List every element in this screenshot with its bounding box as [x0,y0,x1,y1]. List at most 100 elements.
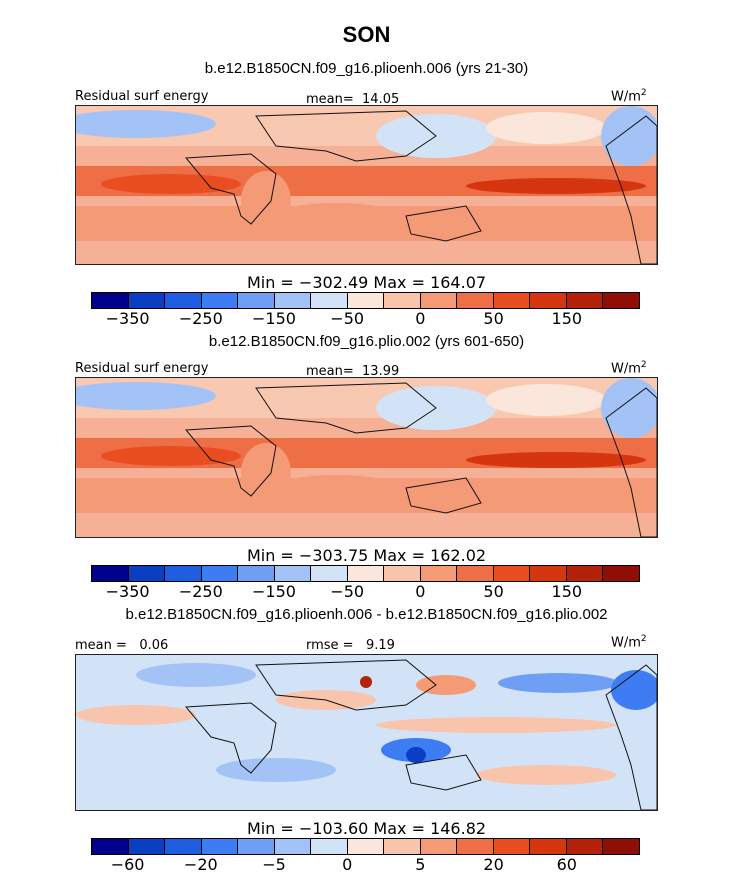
colorbar-swatch [92,839,129,854]
panel-1-colorbar [91,292,640,309]
colorbar-swatch [603,566,639,581]
panel-2-minmax: Min = −303.75 Max = 162.02 [0,546,733,565]
figure-title: SON [342,22,391,47]
panel-2-units: W/m2 [611,360,647,376]
panel-2-mean-label: mean= 13.99 [306,364,399,379]
colorbar-swatch [384,293,421,308]
panel-2-subtitle: b.e12.B1850CN.f09_g16.plio.002 (yrs 601-… [208,333,525,350]
panel-2-min-value: −303.75 [298,546,369,565]
colorbar-tick-label: 0 [415,309,426,328]
colorbar-tick-label: −5 [262,855,286,874]
panel-3-trop-atl-warm [76,705,196,725]
colorbar-swatch [165,293,202,308]
panel-1-coast-eurasia [255,110,437,162]
panel-3-trop-pac-warm [376,717,616,733]
colorbar-swatch [201,566,239,581]
panel-3-rmse-text: rmse = [306,638,354,653]
panel-2-coast-australia [405,477,482,514]
panel-1-map-svg [76,106,657,264]
panel-2-natl-cool [76,382,216,410]
panel-3-max-label: Max = [368,819,431,838]
panel-2-map-svg [76,378,657,537]
panel-1-min-label: Min = [246,273,299,292]
colorbar-swatch [530,566,567,581]
colorbar-swatch [530,839,567,854]
colorbar-tick-label: −250 [178,309,223,328]
panel-1-units-exp: 2 [640,88,647,98]
panel-2-units-exp: 2 [640,360,647,370]
panel-1-mean-value: 14.05 [362,92,400,107]
panel-1-natl-cool [76,110,216,138]
panel-2-mean-text: mean= [306,364,354,379]
panel-3-mean-label: mean = 0.06 [75,638,168,653]
panel-3-scs-warm [416,675,476,695]
colorbar-tick-label: −350 [105,309,150,328]
panel-2-colorbar-ticks: −350 −250 −150 −50 0 50 150 [91,582,640,604]
panel-2-colorbar [91,565,640,582]
colorbar-swatch [128,566,166,581]
panel-3-mean-value: 0.06 [139,638,169,653]
colorbar-swatch [238,293,275,308]
panel-1-map [75,105,658,265]
colorbar-swatch [384,839,421,854]
colorbar-swatch [603,293,639,308]
panel-3-colorbar [91,838,640,855]
panel-3-coast-eurasia [255,659,437,711]
colorbar-tick-label: 50 [483,582,504,601]
colorbar-swatch [457,566,494,581]
panel-3-coast-australia [405,754,482,791]
colorbar-swatch [493,293,531,308]
colorbar-tick-label: 0 [342,855,353,874]
colorbar-tick-label: −50 [330,582,365,601]
colorbar-swatch [165,839,202,854]
colorbar-tick-label: 60 [556,855,577,874]
panel-2-units-text: W/m [611,361,641,377]
panel-2-io-south [266,475,406,511]
panel-1-variable-label: Residual surf energy [75,89,209,104]
panel-3-colorbar-ticks: −60 −20 −5 0 5 20 60 [91,855,640,877]
colorbar-tick-label: 150 [551,582,583,601]
panel-1-minmax: Min = −302.49 Max = 164.07 [0,273,733,292]
colorbar-swatch [420,839,458,854]
panel-3-coast-africa [184,702,277,774]
colorbar-tick-label: −150 [252,309,296,328]
colorbar-swatch [92,293,129,308]
panel-2-mean-value: 13.99 [362,364,400,379]
colorbar-swatch [311,293,348,308]
panel-3-natl-cool [136,663,256,687]
panel-1-nepac-cool [601,106,657,166]
colorbar-swatch [274,839,312,854]
colorbar-swatch [165,566,202,581]
colorbar-swatch [566,566,604,581]
panel-1-coast-australia [405,205,482,242]
panel-2-variable-label: Residual surf energy [75,361,209,376]
panel-1-atl-core [101,174,241,194]
panel-2-max-value: 162.02 [430,546,487,565]
panel-2-min-label: Min = [246,546,299,565]
panel-2-coast-eurasia [255,382,437,434]
colorbar-swatch [420,566,458,581]
colorbar-swatch [384,566,421,581]
panel-2-max-label: Max = [368,546,431,565]
panel-3-rmse-value: 9.19 [365,638,395,653]
panel-1-min-value: −302.49 [298,273,369,292]
panel-1-subtitle: b.e12.B1850CN.f09_g16.plioenh.006 (yrs 2… [204,60,529,77]
panel-2-atl-core [101,446,241,466]
panel-2-coast-africa [184,425,277,497]
colorbar-tick-label: −50 [330,309,365,328]
colorbar-swatch [311,839,348,854]
panel-2-coast-americas [605,387,657,537]
panel-1-itcz-core [466,178,646,194]
colorbar-swatch [238,839,275,854]
colorbar-swatch [457,293,494,308]
panel-3-spac-warm [476,765,616,785]
colorbar-swatch [128,839,166,854]
panel-1-coast-africa [184,153,277,225]
panel-3-npac-cool [498,673,618,693]
colorbar-swatch [347,839,385,854]
colorbar-swatch [603,839,639,854]
colorbar-tick-label: 0 [415,582,426,601]
panel-1-units-text: W/m [611,89,641,105]
panel-1-max-label: Max = [368,273,431,292]
colorbar-swatch [347,293,385,308]
